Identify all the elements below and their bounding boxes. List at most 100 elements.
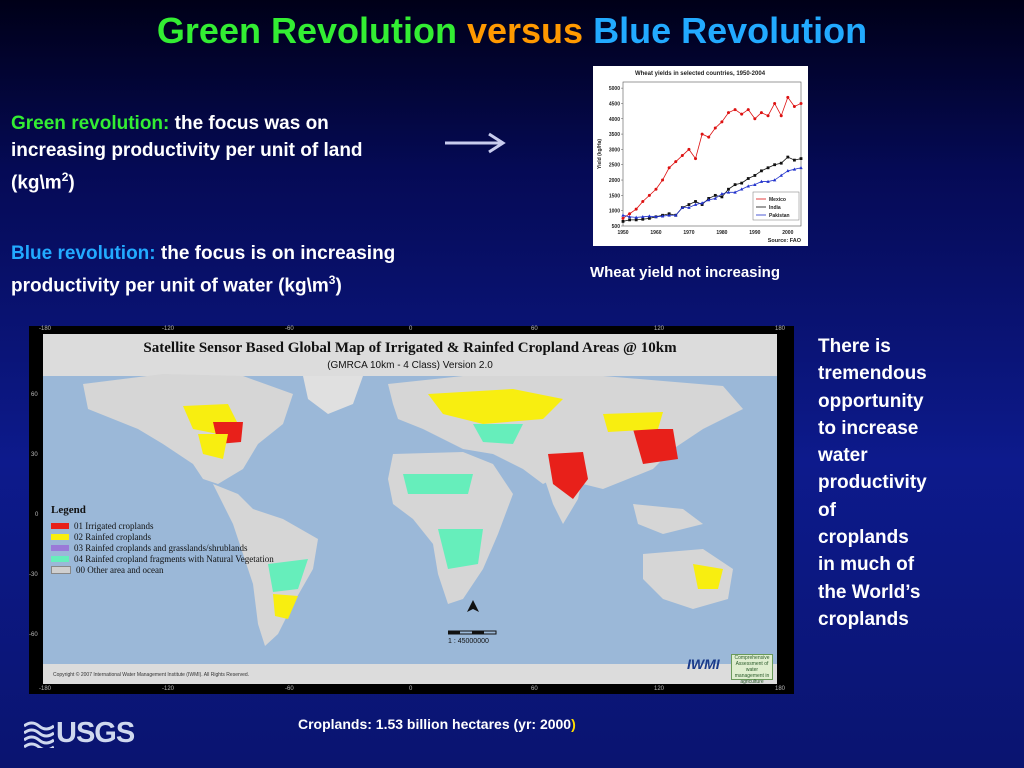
data-point <box>627 215 632 219</box>
data-point <box>713 196 717 200</box>
comprehensive-assessment-logo: Comprehensive Assessment of water manage… <box>731 654 773 685</box>
side-text-line: opportunity <box>818 390 924 412</box>
data-point <box>687 203 691 206</box>
data-point <box>733 190 737 194</box>
data-point <box>654 215 658 219</box>
data-point <box>647 193 651 197</box>
data-point <box>727 187 730 191</box>
data-point <box>786 95 790 99</box>
lon-tick-label: -60 <box>285 686 294 692</box>
world-continents-graphic <box>43 334 777 684</box>
legend-item: 01 Irrigated croplands <box>51 520 274 531</box>
x-tick-label: 1970 <box>683 230 694 236</box>
data-point <box>713 193 717 197</box>
y-tick-label: 5000 <box>609 86 620 92</box>
legend-label: 04 Rainfed cropland fragments with Natur… <box>74 553 274 564</box>
data-point <box>753 174 757 177</box>
series-line-pakistan <box>622 167 802 218</box>
data-point <box>746 108 750 112</box>
usgs-logo-text: USGS <box>56 717 135 749</box>
legend-label: 02 Rainfed croplands <box>74 531 151 542</box>
series-line-mexico <box>622 96 802 219</box>
map-title: Satellite Sensor Based Global Map of Irr… <box>143 340 677 356</box>
slide-title: Green Revolution versus Blue Revolution <box>0 10 1024 52</box>
legend-swatch <box>51 565 71 574</box>
data-point <box>759 111 763 115</box>
lon-tick-label: 120 <box>654 326 665 332</box>
data-point <box>700 201 704 205</box>
data-point <box>786 155 790 159</box>
data-point <box>713 126 717 130</box>
data-point <box>634 215 638 219</box>
legend-item: 03 Rainfed croplands and grasslands/shru… <box>51 542 274 553</box>
data-point <box>799 157 803 160</box>
title-versus: versus <box>466 10 584 51</box>
data-point <box>621 216 625 220</box>
data-point <box>773 163 777 167</box>
y-tick-label: 500 <box>612 224 621 230</box>
data-point <box>700 203 704 206</box>
legend-swatch <box>51 522 69 529</box>
lat-tick-label: -30 <box>29 572 38 578</box>
data-point <box>694 157 698 161</box>
lat-tick-label: 60 <box>31 392 38 398</box>
lat-tick-label: 30 <box>31 452 38 458</box>
lon-tick-label: -60 <box>285 326 294 332</box>
data-point <box>786 169 790 173</box>
data-point <box>660 214 665 218</box>
side-text-line: the World’s <box>818 581 921 603</box>
legend-entry: India <box>769 205 781 211</box>
blue-revolution-label: Blue revolution: <box>11 243 156 264</box>
legend-swatch <box>51 533 69 540</box>
blue-revolution-close: ) <box>335 275 342 297</box>
side-text-line: There is <box>818 336 891 357</box>
legend-swatch <box>51 544 69 551</box>
y-tick-label: 2000 <box>609 178 620 184</box>
lon-tick-label: 60 <box>531 686 538 692</box>
legend-label: 00 Other area and ocean <box>76 564 164 575</box>
data-point <box>641 199 645 203</box>
croplands-caption-text: Croplands: 1.53 billion hectares (yr: 20… <box>298 716 572 732</box>
x-tick-label: 2000 <box>782 230 793 236</box>
y-tick-label: 4500 <box>609 101 620 107</box>
green-revolution-text: the focus was on increasing productivity… <box>11 113 363 194</box>
y-tick-label: 2500 <box>609 163 620 169</box>
blue-revolution-paragraph: Blue revolution: the focus is on increas… <box>11 240 401 299</box>
data-point <box>634 218 638 222</box>
data-point <box>773 101 777 105</box>
scale-bar-icon <box>447 630 497 635</box>
lon-tick-label: 180 <box>775 326 786 332</box>
y-axis-label: Yield (kg/Ha) <box>597 139 603 169</box>
blue-revolution-text: the focus is on increasing productivity … <box>11 243 396 297</box>
data-point <box>772 178 777 182</box>
legend-title: Legend <box>51 504 86 516</box>
data-point <box>792 167 797 171</box>
data-point <box>740 181 744 185</box>
data-point <box>779 173 783 177</box>
side-text-line: water <box>818 445 868 467</box>
data-point <box>687 205 691 209</box>
plot-area <box>622 81 802 227</box>
data-point <box>628 218 631 222</box>
side-text-line: croplands <box>818 527 909 549</box>
green-revolution-label: Green revolution: <box>11 113 170 134</box>
data-point <box>634 207 638 211</box>
data-point <box>726 111 730 115</box>
legend-item: 00 Other area and ocean <box>51 564 274 575</box>
wheat-yield-chart: Wheat yields in selected countries, 1950… <box>593 66 808 246</box>
y-tick-label: 1500 <box>609 193 620 199</box>
side-text-line: in much of <box>818 554 915 576</box>
lon-tick-label: -120 <box>162 326 175 332</box>
lon-tick-label: -120 <box>162 686 175 692</box>
lon-tick-label: 180 <box>775 686 786 692</box>
legend-entry: Mexico <box>769 197 786 203</box>
right-arrow-icon <box>445 132 506 154</box>
chart-caption: Wheat yield not increasing <box>589 264 781 281</box>
data-point <box>687 147 691 151</box>
data-point <box>720 120 724 124</box>
lat-tick-label: -60 <box>29 632 38 638</box>
lon-tick-label: 0 <box>409 686 413 692</box>
data-point <box>674 213 678 217</box>
data-point <box>746 177 750 180</box>
y-tick-label: 4000 <box>609 117 620 123</box>
